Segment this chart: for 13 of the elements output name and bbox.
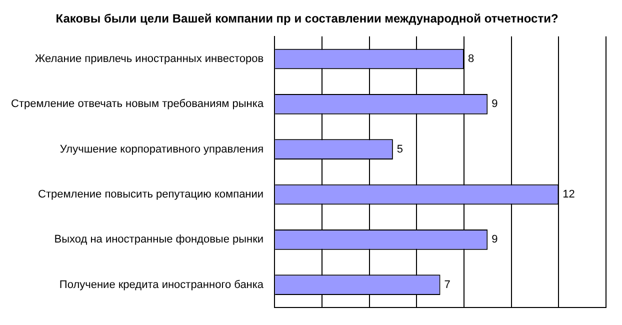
data-label: 7 (444, 278, 450, 291)
y-tick-label: Улучшение корпоративного управления (60, 143, 264, 156)
data-label: 12 (562, 188, 575, 201)
y-tick-label: Стремление отвечать новым требованиям рынка (10, 98, 264, 110)
data-label: 9 (492, 234, 498, 246)
y-tick-label: Стремление повысить репутацию компании (38, 188, 264, 201)
chart-title: Каковы были цели Вашей компании пр и составлении международной отчетности? (56, 12, 558, 26)
y-tick-label: Получение кредита иностранного банка (59, 278, 264, 291)
data-label: 5 (396, 143, 404, 156)
y-tick-label: Желание привлечь иностранных инвесторов (34, 53, 264, 66)
data-label: 8 (468, 53, 474, 66)
data-label: 9 (492, 98, 498, 110)
y-tick-label: Выход на иностранные фондовые рынки (54, 234, 264, 246)
